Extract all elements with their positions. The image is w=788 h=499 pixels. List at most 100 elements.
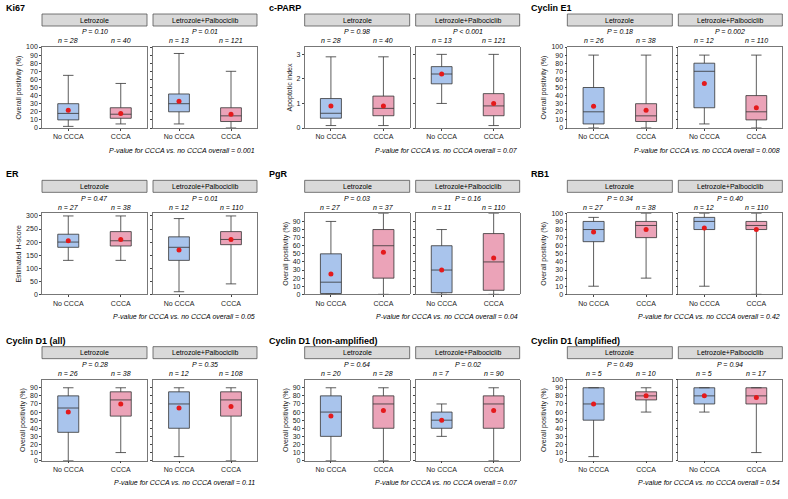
svg-text:No CCCA: No CCCA	[689, 466, 720, 473]
svg-text:P-value for CCCA vs. no CCCA o: P-value for CCCA vs. no CCCA overall = 0…	[114, 479, 255, 486]
svg-text:60: 60	[293, 409, 301, 416]
svg-text:70: 70	[555, 400, 563, 407]
svg-text:80: 80	[293, 226, 301, 233]
svg-text:n = 5: n = 5	[696, 370, 712, 377]
svg-text:40: 40	[555, 425, 563, 432]
svg-text:90: 90	[293, 218, 301, 225]
svg-text:No CCCA: No CCCA	[578, 133, 609, 140]
svg-text:n = 90: n = 90	[484, 370, 504, 377]
svg-text:CCCA: CCCA	[746, 466, 766, 473]
svg-text:Overall positivity (%): Overall positivity (%)	[19, 388, 27, 452]
svg-text:PgR: PgR	[269, 169, 288, 179]
svg-text:P-value for CCCA vs. no CCCA o: P-value for CCCA vs. no CCCA overall = 0…	[375, 479, 518, 486]
svg-text:RB1: RB1	[531, 169, 549, 179]
svg-text:Letrozole: Letrozole	[80, 17, 109, 24]
svg-text:80: 80	[555, 60, 563, 67]
svg-text:1: 1	[297, 100, 301, 107]
svg-text:P = 0.10: P = 0.10	[82, 28, 108, 35]
svg-text:n = 121: n = 121	[482, 37, 506, 44]
svg-text:Ki67: Ki67	[6, 3, 25, 13]
svg-text:Letrozole: Letrozole	[80, 183, 109, 190]
svg-text:50: 50	[293, 250, 301, 257]
svg-text:CCCA: CCCA	[746, 133, 766, 140]
svg-text:Overall positivity (%): Overall positivity (%)	[15, 56, 23, 120]
svg-text:Apoptotic index: Apoptotic index	[286, 63, 294, 111]
svg-text:No CCCA: No CCCA	[316, 466, 347, 473]
svg-text:0: 0	[34, 124, 38, 131]
svg-text:60: 60	[555, 409, 563, 416]
svg-text:70: 70	[293, 400, 301, 407]
svg-text:n = 28: n = 28	[373, 370, 393, 377]
svg-text:10: 10	[555, 116, 563, 123]
svg-text:250: 250	[26, 225, 38, 232]
svg-text:n = 27: n = 27	[320, 204, 341, 211]
svg-text:P-value for CCCA vs. no CCCA o: P-value for CCCA vs. no CCCA overall = 0…	[638, 313, 780, 320]
svg-text:90: 90	[293, 384, 301, 391]
svg-text:10: 10	[293, 449, 301, 456]
svg-text:200: 200	[26, 239, 38, 246]
svg-text:Cyclin D1 (amplified): Cyclin D1 (amplified)	[531, 336, 620, 346]
svg-text:Overall positivity (%): Overall positivity (%)	[282, 222, 290, 286]
svg-text:40: 40	[30, 425, 38, 432]
svg-text:No CCCA: No CCCA	[689, 300, 720, 307]
svg-text:ER: ER	[6, 169, 19, 179]
svg-text:80: 80	[555, 226, 563, 233]
svg-text:90: 90	[555, 384, 563, 391]
svg-text:P = 0.01: P = 0.01	[192, 195, 218, 202]
svg-text:20: 20	[30, 441, 38, 448]
svg-text:50: 50	[30, 417, 38, 424]
svg-text:100: 100	[551, 376, 563, 383]
svg-text:CCCA: CCCA	[636, 466, 656, 473]
svg-text:50: 50	[555, 250, 563, 257]
svg-text:CCCA: CCCA	[484, 466, 504, 473]
svg-text:n = 40: n = 40	[111, 37, 131, 44]
svg-text:No CCCA: No CCCA	[426, 466, 457, 473]
svg-text:90: 90	[555, 52, 563, 59]
svg-text:P = 0.35: P = 0.35	[192, 361, 218, 368]
svg-text:20: 20	[555, 108, 563, 115]
svg-text:70: 70	[30, 68, 38, 75]
svg-text:60: 60	[30, 76, 38, 83]
svg-text:Letrozole+Palbociclib: Letrozole+Palbociclib	[697, 17, 763, 24]
svg-text:Overall positivity (%): Overall positivity (%)	[540, 388, 548, 452]
svg-text:P = 0.64: P = 0.64	[344, 361, 370, 368]
svg-text:50: 50	[30, 278, 38, 285]
svg-text:20: 20	[555, 441, 563, 448]
svg-text:Overall positivity (%): Overall positivity (%)	[540, 222, 548, 286]
svg-text:P = 0.40: P = 0.40	[717, 195, 743, 202]
svg-text:Letrozole+Palbociclib: Letrozole+Palbociclib	[172, 183, 238, 190]
svg-text:50: 50	[293, 417, 301, 424]
svg-text:n = 26: n = 26	[58, 370, 78, 377]
svg-text:n = 12: n = 12	[169, 370, 189, 377]
svg-text:n = 110: n = 110	[482, 204, 505, 211]
svg-text:90: 90	[30, 52, 38, 59]
svg-text:n = 12: n = 12	[694, 204, 714, 211]
svg-text:80: 80	[555, 392, 563, 399]
svg-text:20: 20	[30, 108, 38, 115]
svg-text:30: 30	[555, 100, 563, 107]
svg-text:300: 300	[26, 212, 38, 219]
svg-text:n = 13: n = 13	[169, 37, 189, 44]
svg-text:3: 3	[297, 51, 301, 58]
svg-text:CCCA: CCCA	[221, 133, 241, 140]
svg-text:40: 40	[293, 425, 301, 432]
svg-text:Letrozole: Letrozole	[343, 183, 372, 190]
svg-text:P-value for CCCA vs. no CCCA o: P-value for CCCA vs. no CCCA overall = 0…	[638, 479, 780, 486]
svg-text:90: 90	[555, 218, 563, 225]
svg-text:Letrozole: Letrozole	[343, 349, 372, 356]
svg-text:P-value for CCCA vs. no CCCA o: P-value for CCCA vs. no CCCA overall = 0…	[113, 313, 255, 320]
svg-text:P = 0.94: P = 0.94	[717, 361, 743, 368]
svg-text:P = 0.34: P = 0.34	[607, 195, 633, 202]
svg-text:Overall positivity (%): Overall positivity (%)	[282, 388, 290, 452]
svg-text:n = 110: n = 110	[745, 37, 768, 44]
svg-text:Cyclin D1 (all): Cyclin D1 (all)	[6, 336, 66, 346]
svg-text:n = 121: n = 121	[219, 37, 243, 44]
svg-text:Letrozole: Letrozole	[343, 17, 372, 24]
svg-text:Letrozole: Letrozole	[605, 183, 634, 190]
svg-text:n = 38: n = 38	[111, 204, 131, 211]
svg-text:n = 10: n = 10	[636, 370, 656, 377]
svg-text:30: 30	[555, 433, 563, 440]
svg-text:n = 37: n = 37	[373, 204, 394, 211]
svg-text:CCCA: CCCA	[636, 133, 656, 140]
svg-text:10: 10	[555, 283, 563, 290]
